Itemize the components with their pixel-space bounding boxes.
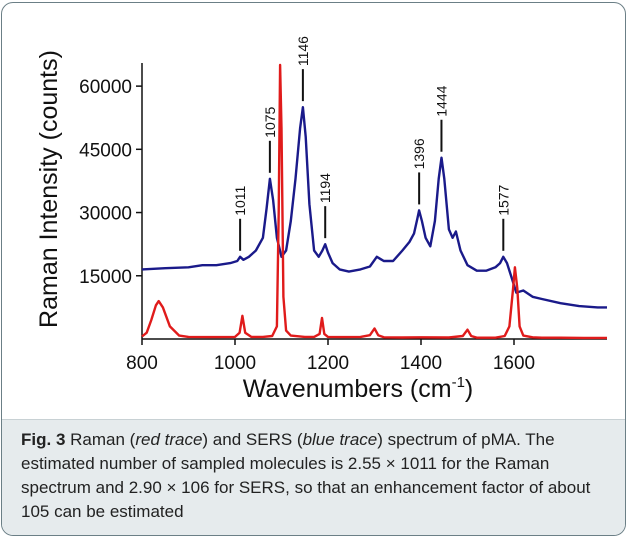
figure-caption: Fig. 3 Raman (red trace) and SERS (blue … (21, 428, 617, 524)
y-tick-label: 45000 (79, 140, 132, 161)
caption-blue-trace: blue trace (302, 430, 378, 449)
caption-red-trace: red trace (135, 430, 203, 449)
x-tick-label: 1000 (214, 353, 256, 374)
x-tick-label: 1400 (400, 353, 442, 374)
peak-label: 1577 (495, 184, 511, 215)
x-ticks: 800 1000 1200 1400 1600 (126, 339, 535, 374)
peak-label: 1444 (433, 85, 449, 116)
caption-area: Fig. 3 Raman (red trace) and SERS (blue … (2, 419, 625, 535)
peak-label: 1194 (317, 173, 333, 203)
caption-label: Fig. 3 (21, 430, 66, 449)
axes (141, 63, 607, 340)
series-group (141, 63, 607, 340)
y-tick-label: 30000 (79, 204, 132, 225)
y-tick-label: 60000 (79, 77, 132, 98)
caption-text-1: Raman ( (65, 430, 136, 449)
peak-label: 1011 (232, 185, 248, 215)
series-line-0 (141, 106, 607, 309)
peak-label: 1075 (262, 106, 278, 137)
y-tick-label: 15000 (79, 267, 132, 288)
x-axis-label: Wavenumbers (cm-1) (243, 374, 474, 403)
y-axis-label: Raman Intensity (counts) (35, 50, 63, 328)
peak-label: 1146 (295, 36, 311, 66)
series-line-1 (141, 63, 607, 340)
caption-text-2: ) and SERS ( (202, 430, 303, 449)
peak-annotations: 1011 1075 1146 1194 1396 1444 1577 (232, 36, 511, 251)
x-tick-label: 1600 (493, 353, 535, 374)
y-ticks: 15000 30000 45000 60000 (79, 77, 142, 288)
x-tick-label: 800 (126, 353, 158, 374)
caption-text-3: ) spectrum of pMA. The estimated number … (21, 430, 591, 521)
x-tick-label: 1200 (307, 353, 349, 374)
raman-chart: Raman Intensity (counts) 15000 30000 45000… (35, 36, 607, 403)
peak-label: 1396 (411, 138, 427, 169)
